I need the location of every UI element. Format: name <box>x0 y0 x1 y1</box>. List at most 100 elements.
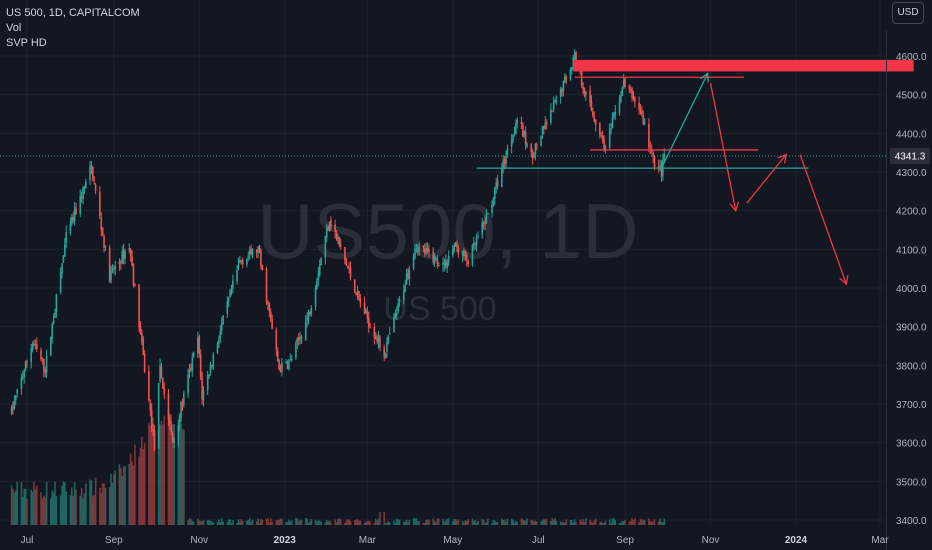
candle-body <box>83 186 86 190</box>
volume-bar <box>397 519 399 525</box>
time-tick-label: Nov <box>702 535 720 546</box>
candle-body <box>442 263 444 265</box>
candle-body <box>30 348 33 363</box>
candle-body <box>21 376 24 379</box>
volume-bar <box>295 518 297 525</box>
candle-body <box>543 126 545 128</box>
candle-body <box>416 250 419 253</box>
volume-bar <box>59 495 62 525</box>
volume-bar <box>534 520 537 525</box>
candle-body <box>338 236 341 246</box>
volume-bar <box>484 522 486 525</box>
volume-bar <box>72 495 75 525</box>
volume-bar <box>363 522 366 525</box>
chart-drawings[interactable] <box>476 59 914 286</box>
volume-bar <box>358 520 360 525</box>
volume-bar <box>583 521 586 525</box>
candle-body <box>622 79 625 87</box>
candle-body <box>197 337 199 354</box>
candle-body <box>250 248 252 255</box>
volume-bar <box>541 520 544 525</box>
candle-body <box>286 363 289 369</box>
price-axis[interactable]: 4600.0 4500.0 4400.0 4300.0 4200.0 4100.0 4000… <box>896 52 927 527</box>
time-axis[interactable]: Jul Sep Nov 2023 Mar May Jul Sep Nov 2024 Mar <box>21 535 890 546</box>
candle-body <box>433 255 436 264</box>
candle-body <box>474 243 477 245</box>
projection-line <box>709 82 737 211</box>
candle-body <box>412 256 415 269</box>
candle-body <box>358 291 360 299</box>
candle-body <box>628 86 631 89</box>
volume-bar <box>496 521 499 525</box>
candle-body <box>51 324 54 339</box>
candle-body <box>344 247 346 261</box>
volume-bar <box>437 518 440 525</box>
candle-body <box>422 245 425 249</box>
volume-bar <box>31 491 34 525</box>
volume-bar <box>318 520 321 525</box>
candle-body <box>376 338 378 342</box>
candle-body <box>404 285 406 291</box>
candle-body <box>241 259 244 264</box>
candle-body <box>79 195 82 214</box>
volume-bar <box>226 521 229 525</box>
price-tick-label: 3900.0 <box>896 323 927 334</box>
candle-body <box>589 89 591 103</box>
volume-bar <box>26 498 28 525</box>
candlestick-series <box>10 49 666 452</box>
volume-indicator-label[interactable]: Vol <box>6 22 22 34</box>
currency-button[interactable]: USD <box>892 2 924 24</box>
volume-bar <box>657 521 660 525</box>
candle-body <box>229 290 231 298</box>
candle-body <box>475 237 478 245</box>
candle-body <box>296 338 299 343</box>
candle-body <box>554 100 556 103</box>
candle-body <box>45 355 48 372</box>
volume-bar <box>515 521 517 525</box>
candle-body <box>425 248 427 252</box>
candle-body <box>69 223 72 233</box>
volume-bar <box>160 420 163 525</box>
candle-body <box>660 167 663 177</box>
candle-body <box>513 132 516 134</box>
volume-bar <box>346 519 349 525</box>
volume-bar <box>99 487 101 525</box>
volume-bar <box>564 522 566 525</box>
price-tick-label: 3600.0 <box>896 439 927 450</box>
volume-bar <box>585 518 587 525</box>
volume-bar <box>43 495 45 525</box>
candle-body <box>601 135 604 141</box>
volume-bar <box>473 520 475 525</box>
candle-body <box>447 255 450 263</box>
symbol-info[interactable]: US 500, 1D, CAPITALCOM <box>6 7 140 19</box>
candle-body <box>573 52 576 60</box>
volume-bar <box>202 520 205 525</box>
volume-bar <box>337 518 339 525</box>
volume-bar <box>589 519 591 525</box>
volume-bar <box>446 518 448 525</box>
candle-body <box>632 96 635 99</box>
volume-bar <box>325 520 328 525</box>
candle-body <box>104 245 107 249</box>
volume-bar <box>376 520 378 525</box>
volume-bar <box>327 521 329 525</box>
candle-body <box>334 224 336 232</box>
candle-body <box>522 124 524 137</box>
volume-bar <box>408 520 411 525</box>
svp-indicator-label[interactable]: SVP HD <box>6 37 47 49</box>
candle-body <box>101 227 104 235</box>
candle-body <box>639 110 642 112</box>
candle-body <box>613 113 615 118</box>
candle-body <box>211 365 213 367</box>
candle-body <box>503 159 506 164</box>
candle-body <box>251 248 254 257</box>
candle-body <box>255 250 258 253</box>
volume-bar <box>306 518 308 525</box>
volume-bar <box>359 520 362 525</box>
candle-body <box>641 109 643 114</box>
candle-body <box>267 301 269 304</box>
candle-body <box>603 139 605 150</box>
candle-body <box>20 377 23 389</box>
volume-bar <box>169 421 171 525</box>
